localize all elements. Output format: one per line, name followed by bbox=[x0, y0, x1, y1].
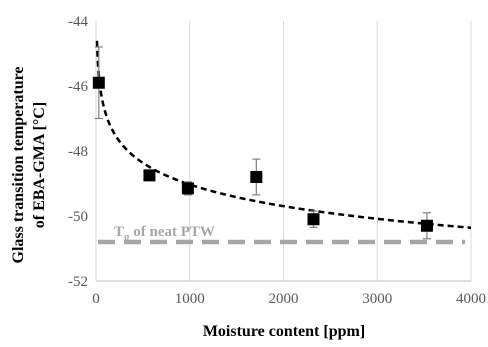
ref-label-rest: of neat PTW bbox=[130, 224, 215, 240]
x-tick-label-0: 0 bbox=[92, 291, 100, 307]
y-tick-label-3: -46 bbox=[68, 79, 88, 95]
y-axis-title-line2: of EBA-GMA [°C] bbox=[31, 102, 48, 228]
y-tick-label-2: -48 bbox=[68, 144, 88, 160]
data-point-5 bbox=[420, 219, 433, 232]
x-tick-label-1: 1000 bbox=[175, 291, 205, 307]
ref-label-sub: g bbox=[124, 231, 130, 243]
data-point-0 bbox=[92, 76, 105, 89]
data-point-1 bbox=[143, 169, 156, 182]
trendline bbox=[95, 40, 472, 230]
data-point-4 bbox=[307, 213, 320, 226]
x-tick-label-4: 4000 bbox=[456, 291, 486, 307]
x-tick-labels: 0 1000 2000 3000 4000 bbox=[92, 291, 486, 307]
y-tick-label-1: -50 bbox=[68, 209, 88, 225]
x-axis-title: Moisture content [ppm] bbox=[203, 323, 365, 340]
trendline-group bbox=[95, 40, 472, 230]
ref-label-main: T bbox=[114, 224, 124, 240]
x-tick-label-3: 3000 bbox=[362, 291, 392, 307]
data-points bbox=[92, 46, 433, 240]
y-tick-label-0: -52 bbox=[68, 274, 88, 290]
data-point-2 bbox=[181, 182, 194, 195]
y-tick-labels: -52 -50 -48 -46 -44 bbox=[68, 14, 88, 290]
grid-lines bbox=[95, 21, 472, 282]
x-tick-label-2: 2000 bbox=[269, 291, 299, 307]
y-axis-title-line1: Glass transition temperature bbox=[10, 66, 27, 263]
data-point-3 bbox=[250, 171, 263, 183]
reference-line-label: Tg of neat PTW bbox=[114, 224, 215, 243]
y-tick-label-4: -44 bbox=[68, 14, 88, 30]
